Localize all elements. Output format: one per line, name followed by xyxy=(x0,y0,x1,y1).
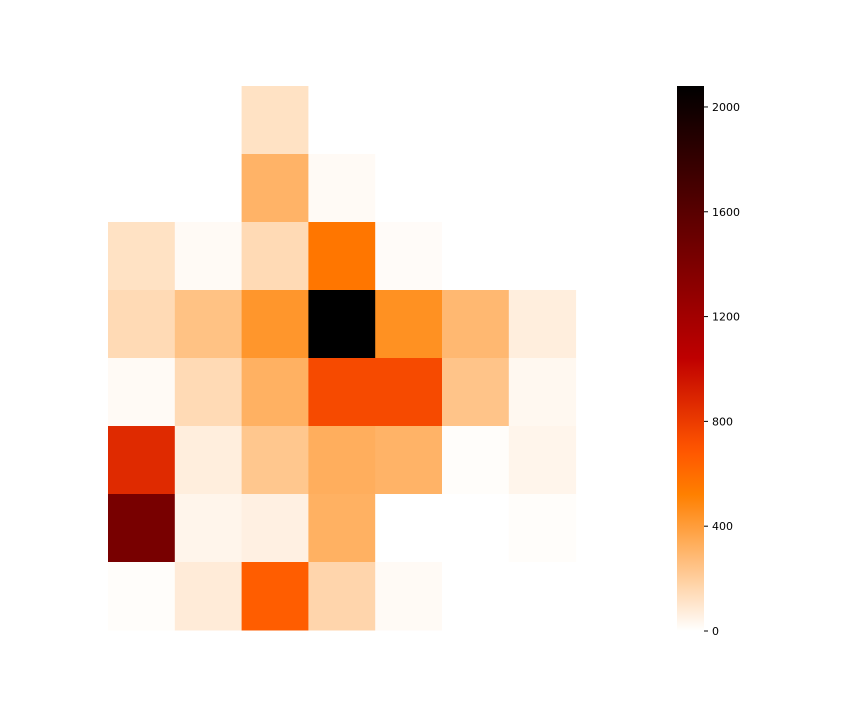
heatmap-cell-r6-c6 xyxy=(508,494,577,563)
heatmap-cell-r7-c6 xyxy=(508,562,577,631)
colorbar-tick-label-800: 800 xyxy=(712,415,733,428)
heatmap-cell-r3-c0 xyxy=(108,290,176,359)
heatmap-cell-r7-c0 xyxy=(108,562,176,631)
heatmap-cell-r7-c2 xyxy=(241,562,309,631)
heatmap-cell-r2-c0 xyxy=(108,222,176,291)
heatmap-cell-r0-c0 xyxy=(108,86,176,155)
colorbar-tick-label-1600: 1600 xyxy=(712,206,740,219)
heatmap-cell-r2-c4 xyxy=(375,222,443,291)
heatmap-cell-r1-c1 xyxy=(174,154,243,223)
heatmap-cells xyxy=(108,86,577,631)
heatmap-cell-r0-c2 xyxy=(241,86,309,155)
heatmap-cell-r6-c0 xyxy=(108,494,176,563)
heatmap-cell-r4-c1 xyxy=(174,358,243,427)
heatmap-cell-r2-c2 xyxy=(241,222,309,291)
heatmap-cell-r1-c4 xyxy=(375,154,443,223)
heatmap-cell-r7-c3 xyxy=(308,562,376,631)
heatmap-cell-r2-c5 xyxy=(442,222,510,291)
colorbar-tick-label-0: 0 xyxy=(712,625,719,638)
heatmap-cell-r1-c0 xyxy=(108,154,176,223)
heatmap-cell-r5-c5 xyxy=(442,426,510,495)
heatmap-cell-r3-c6 xyxy=(508,290,577,359)
heatmap-cell-r1-c2 xyxy=(241,154,309,223)
heatmap-cell-r0-c6 xyxy=(508,86,577,155)
heatmap-cell-r2-c3 xyxy=(308,222,376,291)
heatmap-cell-r3-c5 xyxy=(442,290,510,359)
heatmap-cell-r5-c3 xyxy=(308,426,376,495)
heatmap-cell-r6-c5 xyxy=(442,494,510,563)
heatmap-cell-r6-c4 xyxy=(375,494,443,563)
heatmap-cell-r6-c1 xyxy=(174,494,243,563)
heatmap-cell-r5-c1 xyxy=(174,426,243,495)
heatmap-cell-r2-c1 xyxy=(174,222,243,291)
heatmap-cell-r0-c5 xyxy=(442,86,510,155)
heatmap-cell-r1-c6 xyxy=(508,154,577,223)
heatmap-cell-r4-c6 xyxy=(508,358,577,427)
heatmap-cell-r6-c2 xyxy=(241,494,309,563)
heatmap-cell-r0-c4 xyxy=(375,86,443,155)
heatmap-cell-r5-c2 xyxy=(241,426,309,495)
heatmap-cell-r1-c5 xyxy=(442,154,510,223)
heatmap-cell-r4-c0 xyxy=(108,358,176,427)
heatmap-cell-r6-c3 xyxy=(308,494,376,563)
heatmap-cell-r0-c1 xyxy=(174,86,243,155)
heatmap-cell-r3-c2 xyxy=(241,290,309,359)
colorbar-tick-label-400: 400 xyxy=(712,520,733,533)
heatmap-cell-r3-c3 xyxy=(308,290,376,359)
colorbar xyxy=(677,86,704,631)
heatmap-cell-r3-c1 xyxy=(174,290,243,359)
heatmap-cell-r4-c2 xyxy=(241,358,309,427)
heatmap-cell-r2-c6 xyxy=(508,222,577,291)
heatmap-cell-r5-c0 xyxy=(108,426,176,495)
heatmap-cell-r5-c6 xyxy=(508,426,577,495)
heatmap-cell-r7-c1 xyxy=(174,562,243,631)
heatmap-cell-r1-c3 xyxy=(308,154,376,223)
heatmap-cell-r3-c4 xyxy=(375,290,443,359)
heatmap-cell-r0-c3 xyxy=(308,86,376,155)
heatmap-cell-r4-c5 xyxy=(442,358,510,427)
heatmap-cell-r7-c4 xyxy=(375,562,443,631)
colorbar-tick-label-1200: 1200 xyxy=(712,311,740,324)
heatmap-cell-r4-c4 xyxy=(375,358,443,427)
heatmap-cell-r7-c5 xyxy=(442,562,510,631)
heatmap-cell-r5-c4 xyxy=(375,426,443,495)
heatmap-cell-r4-c3 xyxy=(308,358,376,427)
colorbar-tick-label-2000: 2000 xyxy=(712,101,740,114)
